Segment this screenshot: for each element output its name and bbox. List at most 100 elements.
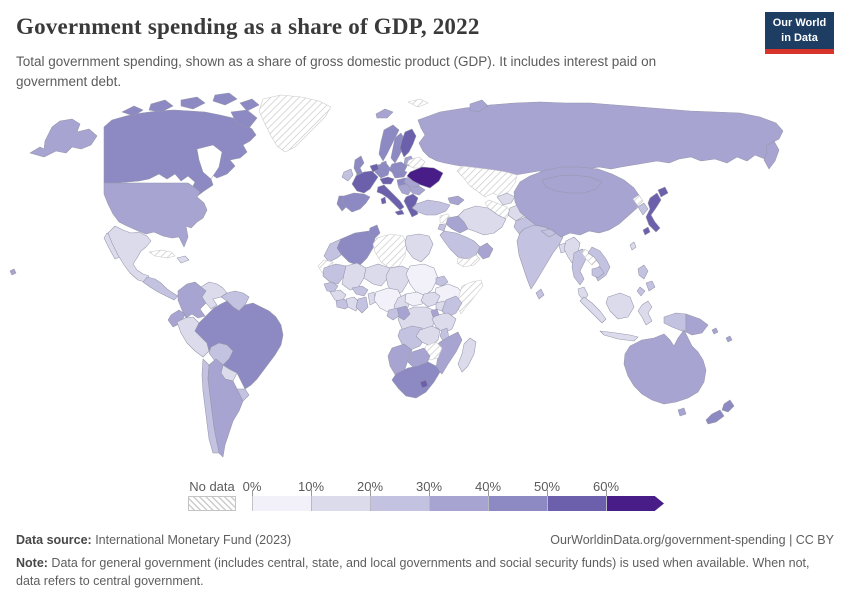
region-svalbard[interactable] xyxy=(407,98,429,108)
region-japan-hokkaido[interactable] xyxy=(657,186,669,198)
region-new-zealand-north[interactable] xyxy=(721,399,735,413)
region-chad[interactable] xyxy=(385,265,411,295)
legend-bin-10-20[interactable] xyxy=(311,496,370,511)
region-canada-island[interactable] xyxy=(212,92,238,106)
region-mauritania[interactable] xyxy=(322,263,347,285)
region-benelux[interactable] xyxy=(369,163,380,173)
region-sudan[interactable] xyxy=(405,263,439,297)
legend-no-data-swatch[interactable] xyxy=(188,496,236,511)
region-gabon[interactable] xyxy=(386,307,400,321)
region-jordan[interactable] xyxy=(437,223,447,232)
region-hawaii[interactable] xyxy=(9,268,17,276)
legend-bin-20-30[interactable] xyxy=(370,496,429,511)
region-south-africa[interactable] xyxy=(391,361,441,399)
region-japan-honshu[interactable] xyxy=(645,192,662,233)
region-czech-slovakia[interactable] xyxy=(391,169,408,179)
region-hispaniola[interactable] xyxy=(176,255,190,264)
region-saudi-arabia[interactable] xyxy=(439,230,481,260)
region-japan-kyushu[interactable] xyxy=(642,226,651,236)
region-uzbekistan[interactable] xyxy=(496,192,516,206)
region-ukraine[interactable] xyxy=(406,166,444,189)
region-india[interactable] xyxy=(516,224,564,290)
region-papua-new-guinea[interactable] xyxy=(685,313,709,336)
region-rwanda-burundi[interactable] xyxy=(430,308,440,318)
region-philippines-luzon[interactable] xyxy=(637,264,649,280)
region-alpine[interactable] xyxy=(379,176,395,185)
region-mexico[interactable] xyxy=(107,225,152,283)
region-libya[interactable] xyxy=(372,233,408,269)
region-yemen[interactable] xyxy=(456,254,481,268)
region-new-zealand-south[interactable] xyxy=(705,409,725,425)
region-greenland[interactable] xyxy=(258,94,332,153)
region-solomon-islands[interactable] xyxy=(711,327,719,335)
region-alaska[interactable] xyxy=(29,118,98,158)
region-ireland[interactable] xyxy=(341,168,354,182)
region-south-korea[interactable] xyxy=(637,202,649,216)
region-canada-island[interactable] xyxy=(180,96,206,110)
region-sumatra[interactable] xyxy=(579,296,607,324)
region-sardinia[interactable] xyxy=(380,196,387,205)
region-canada-island[interactable] xyxy=(239,98,260,112)
region-egypt[interactable] xyxy=(404,233,434,263)
region-sicily[interactable] xyxy=(394,209,405,216)
region-sri-lanka[interactable] xyxy=(535,288,545,300)
region-norway[interactable] xyxy=(378,124,400,162)
region-tasmania[interactable] xyxy=(677,407,687,417)
region-argentina[interactable] xyxy=(207,358,244,458)
region-vietnam[interactable] xyxy=(587,246,611,282)
region-philippines-visayas[interactable] xyxy=(645,280,656,292)
region-indonesian-papua[interactable] xyxy=(663,312,687,333)
region-north-korea[interactable] xyxy=(632,194,644,207)
region-canada[interactable] xyxy=(103,109,257,198)
region-madagascar[interactable] xyxy=(457,337,477,373)
region-italy[interactable] xyxy=(376,184,405,211)
region-ghana[interactable] xyxy=(355,296,369,314)
region-mongolia[interactable] xyxy=(541,174,603,194)
region-borneo[interactable] xyxy=(605,292,635,320)
region-somalia[interactable] xyxy=(456,279,484,315)
region-cambodia[interactable] xyxy=(591,266,605,279)
region-russia[interactable] xyxy=(417,101,784,176)
legend-bin-0-10[interactable] xyxy=(252,496,311,511)
region-fiji[interactable] xyxy=(725,335,733,343)
region-iceland[interactable] xyxy=(375,108,394,119)
region-usa[interactable] xyxy=(103,182,208,248)
region-greece[interactable] xyxy=(403,193,419,218)
region-sweden[interactable] xyxy=(390,132,406,164)
region-spain[interactable] xyxy=(341,192,371,213)
region-tunisia[interactable] xyxy=(368,224,381,239)
region-central-america[interactable] xyxy=(142,276,179,301)
region-java[interactable] xyxy=(599,330,639,342)
region-senegal[interactable] xyxy=(323,281,339,293)
region-balkans[interactable] xyxy=(397,183,413,196)
region-caucasus[interactable] xyxy=(447,195,465,206)
region-portugal[interactable] xyxy=(336,195,347,212)
region-kamchatka[interactable] xyxy=(763,140,780,170)
region-france[interactable] xyxy=(351,170,379,194)
region-baffin-island[interactable] xyxy=(230,109,258,129)
legend-bin-30-40[interactable] xyxy=(429,496,488,511)
region-venezuela[interactable] xyxy=(200,281,228,310)
region-novaya-zemlya[interactable] xyxy=(469,99,489,113)
region-oman[interactable] xyxy=(477,242,494,260)
region-sulawesi[interactable] xyxy=(637,300,653,326)
region-philippines-mindanao[interactable] xyxy=(636,286,646,297)
region-algeria[interactable] xyxy=(336,230,376,267)
region-canada-island[interactable] xyxy=(148,99,174,113)
region-cuba[interactable] xyxy=(148,249,176,259)
region-burkina-faso[interactable] xyxy=(351,285,369,297)
region-malaysia[interactable] xyxy=(577,286,589,302)
region-niger[interactable] xyxy=(363,263,391,287)
region-central-african-republic[interactable] xyxy=(404,291,427,307)
region-australia[interactable] xyxy=(623,329,707,405)
region-lesotho[interactable] xyxy=(419,379,429,389)
region-canada-island[interactable] xyxy=(121,105,144,117)
region-taiwan[interactable] xyxy=(629,241,637,251)
region-guinea[interactable] xyxy=(329,289,347,302)
legend-bin-60-plus[interactable] xyxy=(606,496,664,511)
region-kenya[interactable] xyxy=(441,295,463,318)
legend-bin-50-60[interactable] xyxy=(547,496,606,511)
legend-bin-40-50[interactable] xyxy=(488,496,547,511)
region-iran[interactable] xyxy=(457,205,507,236)
region-germany[interactable] xyxy=(374,162,391,179)
